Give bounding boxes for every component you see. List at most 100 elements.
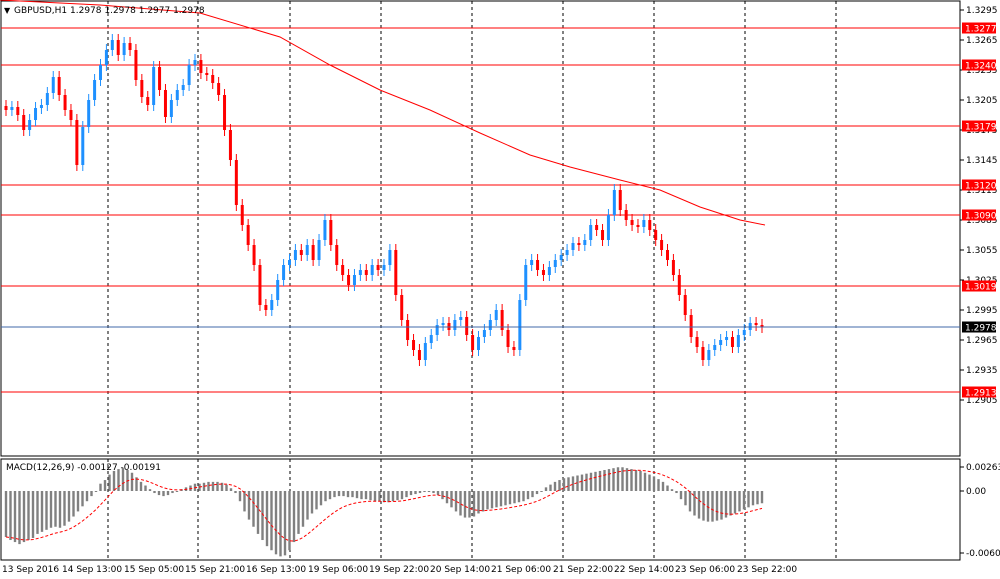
- macd-bar: [162, 491, 165, 497]
- candle-body: [707, 350, 711, 360]
- macd-bar: [652, 476, 656, 491]
- candle-body: [45, 93, 49, 105]
- level-tag-bg: [962, 22, 996, 34]
- candle-body: [276, 280, 280, 300]
- macd-bar: [148, 489, 152, 491]
- macd-bar: [585, 473, 588, 491]
- macd-bar: [22, 491, 26, 543]
- candle-body: [583, 240, 587, 245]
- macd-bar: [378, 491, 381, 502]
- candle-body: [199, 60, 203, 73]
- macd-bar: [508, 491, 512, 505]
- candle-body: [760, 325, 764, 327]
- macd-bar: [472, 491, 476, 517]
- macd-bar: [715, 491, 719, 521]
- macd-tick-label: -0.00607: [966, 549, 1000, 559]
- macd-bar: [445, 491, 449, 504]
- candle-body: [400, 295, 404, 320]
- macd-bar: [99, 483, 102, 491]
- macd-bar: [139, 481, 143, 491]
- horizontal-levels[interactable]: [1, 27, 960, 393]
- candle-body: [205, 73, 209, 75]
- candle-body: [146, 97, 150, 105]
- candle-body: [335, 245, 339, 265]
- time-tick-label: 15 Sep 21:00: [185, 565, 245, 575]
- macd-bar: [675, 491, 678, 494]
- macd-bar: [495, 491, 498, 508]
- macd-bar: [333, 491, 336, 498]
- candle-body: [429, 335, 433, 343]
- level-tag-label: 1.3019: [965, 283, 997, 293]
- macd-bar: [234, 491, 237, 494]
- macd-bar: [211, 481, 215, 491]
- macd-bar: [553, 481, 557, 491]
- candle-body: [589, 225, 593, 240]
- macd-bar: [324, 491, 327, 502]
- price-tick-label: 1.3205: [966, 96, 998, 106]
- macd-bar: [117, 469, 120, 491]
- candle-body: [595, 225, 599, 230]
- macd-bar: [621, 467, 624, 491]
- candle-body: [240, 205, 244, 225]
- chart-menu-icon[interactable]: ▼: [4, 6, 11, 15]
- macd-bar: [535, 491, 539, 495]
- candle-body: [477, 337, 480, 350]
- macd-bar: [729, 491, 732, 516]
- candle-body: [128, 43, 132, 50]
- macd-bar: [229, 488, 233, 491]
- candle-body: [323, 220, 327, 240]
- candle-body: [406, 320, 410, 340]
- candle-body: [352, 275, 356, 285]
- main-chart-frame: [0, 0, 961, 457]
- price-tick-label: 1.3145: [966, 156, 998, 166]
- candle-body: [666, 250, 669, 260]
- candle-body: [187, 65, 191, 85]
- candle-body: [618, 190, 622, 210]
- candle-body: [51, 77, 55, 93]
- macd-bar: [81, 491, 84, 507]
- candle-body: [482, 330, 486, 337]
- candle-body: [299, 250, 303, 255]
- candle-body: [116, 40, 120, 55]
- macd-bar: [31, 491, 35, 538]
- price-tick-label: 1.2905: [966, 396, 998, 406]
- candle-body: [719, 340, 723, 345]
- time-tick-label: 23 Sep 06:00: [675, 565, 735, 575]
- macd-bar: [157, 491, 161, 496]
- macd-bar: [598, 470, 602, 491]
- macd-bar: [108, 474, 111, 491]
- level-tag-bg: [962, 280, 996, 292]
- candle-body: [347, 275, 351, 285]
- macd-bar: [436, 491, 440, 496]
- time-tick-label: 19 Sep 22:00: [369, 565, 429, 575]
- macd-bar: [90, 491, 93, 497]
- candle-body: [624, 210, 628, 220]
- candle-body: [577, 243, 581, 245]
- candle-body: [104, 50, 108, 65]
- macd-bar: [207, 481, 210, 491]
- candle-body: [441, 323, 445, 325]
- price-tick-label: 1.3055: [966, 246, 998, 256]
- macd-bar: [315, 491, 318, 510]
- time-tick-label: 20 Sep 14:00: [430, 565, 490, 575]
- macd-bar: [369, 491, 372, 501]
- macd-bar: [418, 491, 422, 494]
- macd-bar: [270, 491, 273, 551]
- macd-bar: [76, 491, 80, 512]
- macd-bar: [607, 469, 611, 491]
- candle-body: [541, 270, 545, 275]
- macd-bar: [85, 491, 89, 502]
- candle-body: [258, 265, 262, 305]
- macd-bar: [283, 491, 287, 556]
- macd-bar: [477, 491, 480, 514]
- candle-body: [10, 107, 14, 110]
- candle-body: [654, 230, 658, 240]
- macd-bar: [594, 471, 597, 491]
- candle-body: [736, 335, 740, 347]
- macd-bar: [549, 484, 552, 491]
- macd-bar: [720, 491, 723, 520]
- macd-bar: [135, 477, 138, 491]
- candle-body: [341, 265, 345, 275]
- candle-body: [412, 340, 416, 350]
